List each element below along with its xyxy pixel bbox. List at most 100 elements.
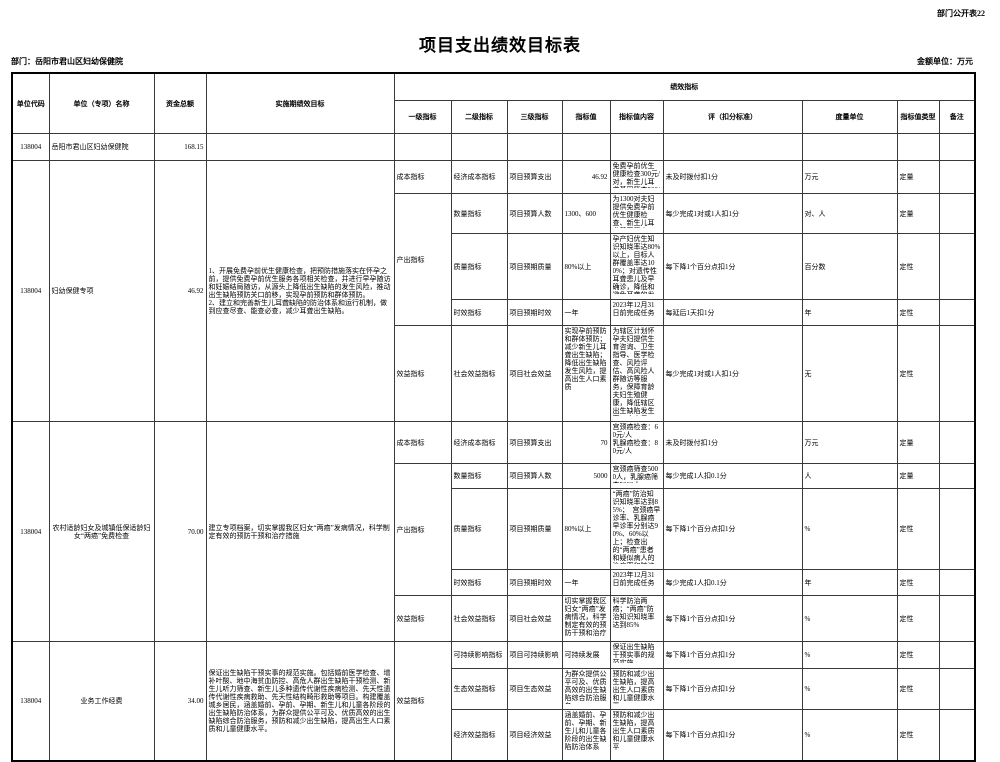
cell-measure-unit: 无: [801, 325, 898, 422]
cell-level2: 生态效益指标: [450, 668, 508, 710]
cell-remark: [938, 421, 976, 464]
project1-row1: 138004 妇幼保健专项 46.92 1、开展免费孕前优生健康检查，把预防措施…: [11, 160, 976, 422]
value-content-text: “两癌”防治知识知晓率达到85%； 宫颈癌早诊率、乳腺癌早诊率分别达90%、60…: [612, 490, 661, 564]
cell-remark: [938, 325, 976, 422]
indicator-value-text: 涵盖婚前、孕前、孕期、新生儿和儿童各阶段的出生缺陷防治体系: [564, 711, 607, 751]
value-content-text: 2023年12月31日前完成任务: [612, 301, 655, 317]
col-header-value: 指标值: [561, 100, 611, 134]
cell-measure-unit: %: [801, 595, 898, 642]
project2-row5: 效益指标 社会效益指标 项目社会效益 切实掌握我区妇女“两癌”发病情况，科学制定…: [12, 595, 976, 642]
cell-value-type: 定性: [896, 709, 940, 762]
cell-scoring: [662, 133, 803, 161]
cell-value-type: 定性: [896, 641, 940, 669]
col-header-period-target: 实施期绩效目标: [205, 72, 395, 134]
col-header-unit-code: 单位代码: [11, 72, 50, 134]
cell-value-type: 定性: [896, 569, 940, 596]
cell-amount: 70.00: [153, 421, 207, 642]
cell-measure-unit: [801, 133, 898, 161]
cell-level3: 项目预算人数: [506, 193, 563, 234]
cell-level2: 经济成本指标: [450, 421, 508, 464]
page-title: 项目支出绩效目标表: [419, 36, 581, 55]
cell-indicator-value: 80%以上: [561, 233, 611, 300]
value-content-text: 预防和减少出生缺陷，提高出生人口素质和儿童健康水平: [612, 670, 655, 704]
project2-row1: 138004 农村适龄妇女及城镇低保适龄妇女“两癌”免费检查 70.00 建立专…: [11, 421, 976, 642]
cell-remark: [938, 641, 976, 669]
header-row-2: 一级指标 二级指标 三级指标 指标值 指标值内容 评（扣分标准） 度量单位 指标…: [12, 100, 976, 134]
cell-measure-unit: %: [801, 488, 898, 570]
cell-unit-code: 138004: [11, 133, 50, 161]
meta-row: 部门：岳阳市君山区妇幼保健院 金额单位：万元: [11, 56, 973, 67]
cell-remark: [938, 668, 976, 710]
col-header-value-type: 指标值类型: [896, 100, 940, 134]
cell-level1: 产出指标: [393, 193, 452, 326]
cell-value-content: 科学防治两癌；“两癌”防治知识知晓率达到85%: [609, 595, 664, 642]
cell-amount: 46.92: [153, 160, 207, 422]
cell-unit-code: 138004: [11, 641, 50, 762]
cell-unit-code: 138004: [11, 421, 50, 642]
cell-level2: 社会效益指标: [450, 325, 508, 422]
cell-level2: 经济成本指标: [450, 160, 508, 194]
cell-level3: 项目预算支出: [506, 160, 563, 194]
cell-value-type: 定量: [896, 421, 940, 464]
indicator-value-text: 切实掌握我区妇女“两癌”发病情况，科学制定有效的预防干预和治疗措施: [564, 597, 607, 636]
value-content-text: 为辖区计划怀孕夫妇提供生育咨询、卫生指导、医学检查、风险评估、高风险人群随访等服…: [612, 327, 655, 416]
cell-level3: 项目预期时效: [506, 299, 563, 326]
department-label: 部门：岳阳市君山区妇幼保健院: [11, 57, 123, 66]
cell-target: 保证出生缺陷干预实事的规范实施。包括婚前医学检查、增补叶酸、地中海贫血防控、高危…: [205, 641, 395, 762]
cell-level3: 项目社会效益: [506, 595, 563, 642]
cell-level2: 质量指标: [450, 488, 508, 570]
cell-scoring: 每少完成1人扣0.1分: [662, 463, 803, 489]
cell-indicator-value: 可持续发展: [561, 641, 611, 669]
cell-scoring: 每少完成1对或1人扣1分: [662, 325, 803, 422]
cell-measure-unit: 年: [801, 569, 898, 596]
cell-indicator-value: 80%以上: [561, 488, 611, 570]
value-content-text: 孕产妇优生知识知晓率达80%以上，目标人群覆盖率达100%；对遗传性耳聋患儿及早…: [612, 235, 661, 294]
col-header-total-fund: 资金总额: [153, 72, 207, 134]
project1-row2: 产出指标 数量指标 项目预算人数 1300、600 为1300对夫妇提供免费孕前…: [12, 193, 976, 326]
cell-measure-unit: %: [801, 668, 898, 710]
cell-unit-name: 农村适龄妇女及城镇低保适龄妇女“两癌”免费检查: [48, 421, 155, 642]
project2-row4: 时效指标 项目预期时效 一年 2023年12月31日前完成任务 每少完成1人扣0…: [12, 569, 976, 596]
value-content-text: 宫颈癌筛查5000人，乳腺癌筛查5000人: [612, 465, 659, 483]
col-header-level2: 二级指标: [450, 100, 508, 134]
value-content-text: 科学防治两癌；“两癌”防治知识知晓率达到85%: [612, 597, 655, 629]
cell-value-type: [896, 133, 940, 161]
performance-target-table: 单位代码 单位（专项）名称 资金总额 实施期绩效目标 绩效指标 一级指标 二级指…: [11, 72, 977, 762]
cell-remark: [938, 709, 976, 762]
cell-remark: [938, 160, 976, 194]
col-header-measure-unit: 度量单位: [801, 100, 898, 134]
cell-value-content: 预防和减少出生缺陷，提高出生人口素质和儿童健康水平: [609, 709, 664, 762]
value-content-text: 保证出生缺陷干预实事的规范实施: [612, 643, 655, 663]
cell-measure-unit: 年: [801, 299, 898, 326]
cell-target: 建立专项档案，切实掌握我区妇女“两癌”发病情况，科学制定有效的预防干预和治疗措施: [205, 421, 395, 642]
cell-remark: [938, 133, 976, 161]
col-header-level1: 一级指标: [393, 100, 452, 134]
project2-row3: 质量指标 项目预期质量 80%以上 “两癌”防治知识知晓率达到85%； 宫颈癌早…: [12, 488, 976, 570]
cell-scoring: 每下降1个百分点扣1分: [662, 641, 803, 669]
value-content-text: 预防和减少出生缺陷，提高出生人口素质和儿童健康水平: [612, 711, 655, 751]
cell-value-content: 宫颈癌筛查5000人，乳腺癌筛查5000人: [609, 463, 664, 489]
cell-scoring: 每少完成1对或1人扣1分: [662, 193, 803, 234]
cell-value-content: 为1300对夫妇提供免费孕前优生健康检查、新生儿耳聋基因筛查600人: [609, 193, 664, 234]
cell-indicator-value: 为群众提供公平可及、优质高效的出生缺陷综合防治服务: [561, 668, 611, 710]
cell-value-type: 定性: [896, 299, 940, 326]
cell-scoring: 每下降1个百分点扣1分: [662, 709, 803, 762]
cell-value-content: [609, 133, 664, 161]
cell-value-content: “两癌”防治知识知晓率达到85%； 宫颈癌早诊率、乳腺癌早诊率分别达90%、60…: [609, 488, 664, 570]
cell-level3: 项目预期时效: [506, 569, 563, 596]
cell-level2: 可持续影响指标: [450, 641, 508, 669]
cell-remark: [938, 488, 976, 570]
cell-measure-unit: %: [801, 709, 898, 762]
cell-scoring: 每下降1个百分点扣1分: [662, 595, 803, 642]
header-row-1: 单位代码 单位（专项）名称 资金总额 实施期绩效目标 绩效指标: [11, 72, 976, 134]
cell-amount: 168.15: [153, 133, 207, 161]
cell-level1: 成本指标: [393, 160, 452, 194]
cell-value-type: 定性: [896, 233, 940, 300]
cell-value-type: 定量: [896, 160, 940, 194]
cell-indicator-value: 一年: [561, 569, 611, 596]
summary-row: 138004 岳阳市君山区妇幼保健院 168.15: [11, 133, 976, 161]
cell-unit-name: 岳阳市君山区妇幼保健院: [48, 133, 155, 161]
cell-remark: [938, 233, 976, 300]
cell-unit-name: 妇幼保健专项: [48, 160, 155, 422]
indicator-value-text: 为群众提供公平可及、优质高效的出生缺陷综合防治服务: [564, 670, 607, 704]
